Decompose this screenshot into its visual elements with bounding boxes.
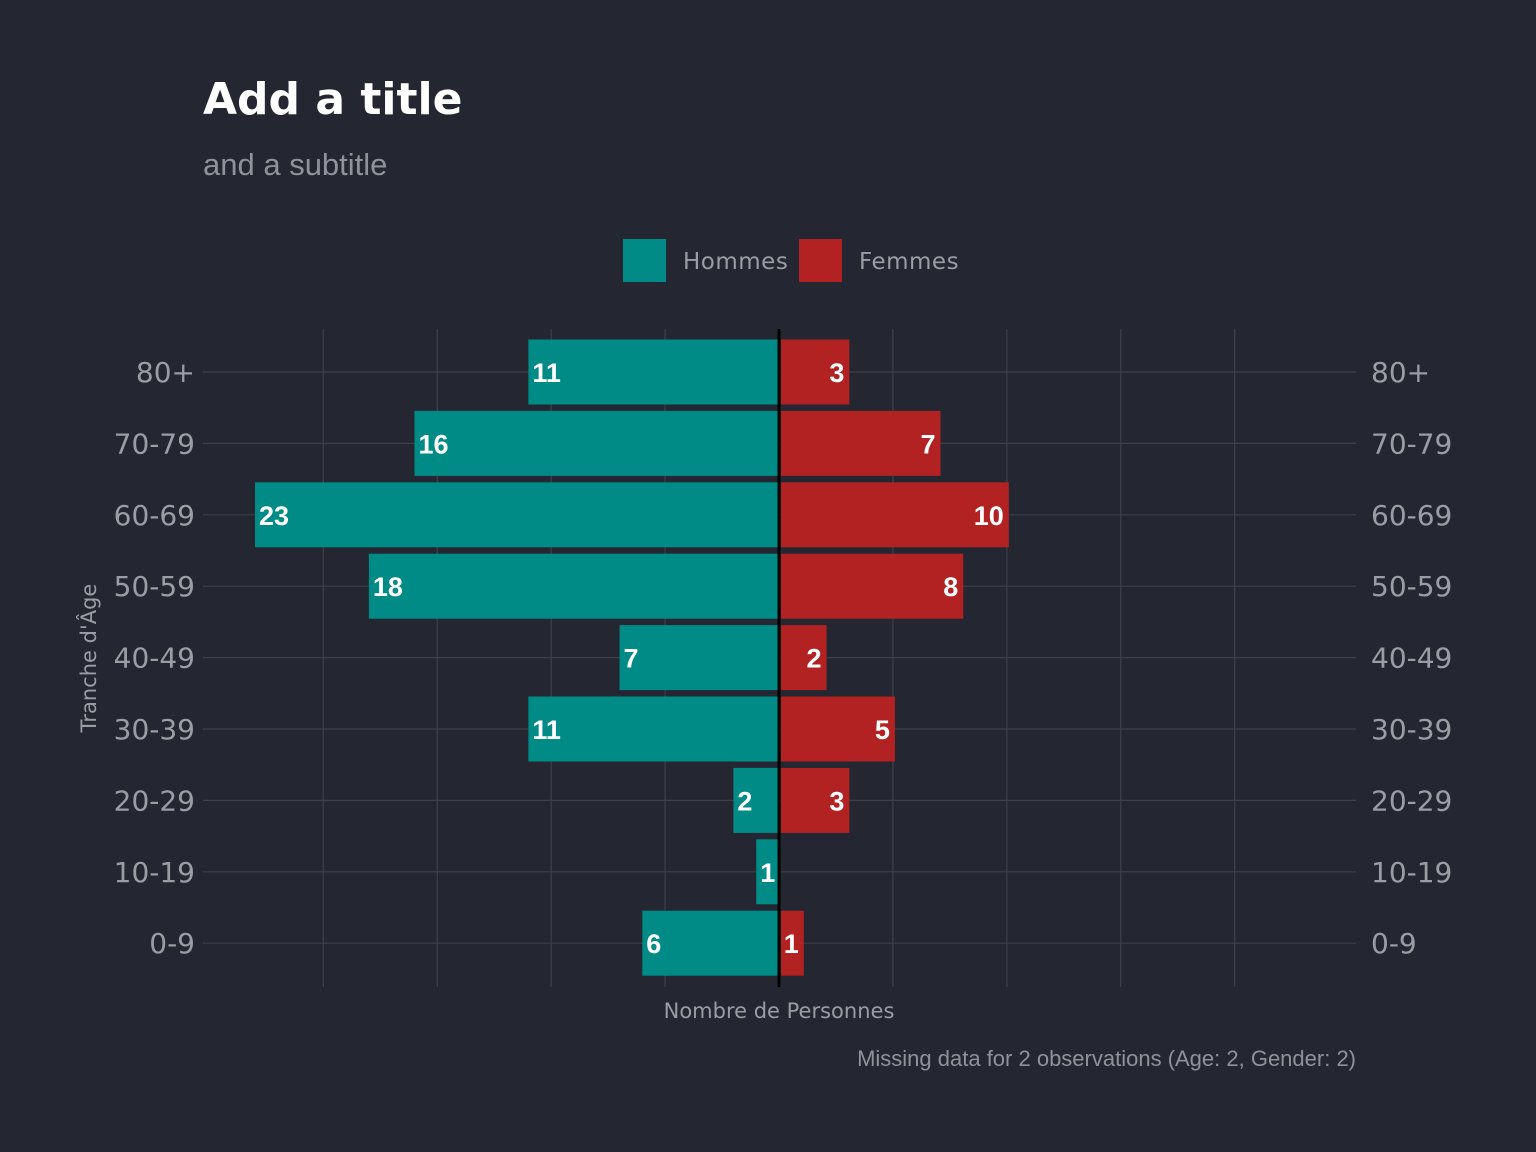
data-label-hommes: 2 [737, 786, 752, 816]
y-tick-label-right: 10-19 [1371, 856, 1452, 889]
legend-label-hommes: Hommes [683, 249, 788, 275]
bar-femmes [781, 482, 1009, 548]
x-axis-title: Nombre de Personnes [664, 999, 895, 1023]
y-tick-label-left: 10-19 [114, 856, 195, 889]
legend-swatch-femmes [799, 239, 842, 282]
bar-femmes [781, 625, 827, 691]
data-label-femmes: 5 [875, 715, 890, 745]
y-tick-label-right: 40-49 [1371, 642, 1452, 675]
y-tick-label-left: 70-79 [114, 427, 195, 460]
bar-hommes [368, 553, 779, 619]
data-label-hommes: 11 [532, 358, 561, 388]
bar-hommes [528, 339, 779, 405]
y-tick-label-right: 70-79 [1371, 427, 1452, 460]
bar-femmes [781, 410, 941, 476]
y-tick-label-left: 20-29 [114, 784, 195, 817]
y-tick-label-right: 50-59 [1371, 570, 1452, 603]
y-tick-label-right: 0-9 [1371, 927, 1417, 960]
chart-title: Add a title [203, 74, 462, 125]
data-label-femmes: 10 [974, 501, 1004, 531]
bar-hommes [733, 767, 779, 833]
legend-swatch-hommes [623, 239, 666, 282]
bar-hommes [756, 839, 779, 905]
data-label-femmes: 3 [829, 358, 844, 388]
data-label-hommes: 18 [373, 572, 403, 602]
data-label-hommes: 11 [532, 715, 561, 745]
bar-hommes [255, 482, 779, 548]
bar-femmes [781, 553, 964, 619]
data-label-femmes: 1 [784, 929, 799, 959]
data-label-femmes: 3 [829, 786, 844, 816]
y-tick-label-right: 80+ [1371, 356, 1430, 389]
bar-femmes [781, 767, 850, 833]
data-label-hommes: 7 [624, 644, 639, 674]
y-tick-label-left: 30-39 [114, 713, 195, 746]
bar-hommes [414, 410, 779, 476]
data-label-femmes: 7 [920, 429, 935, 459]
bar-hommes [642, 910, 779, 976]
bar-femmes [781, 339, 850, 405]
bars [255, 339, 1009, 976]
bar-hommes [619, 625, 779, 691]
y-tick-label-right: 20-29 [1371, 784, 1452, 817]
data-label-hommes: 1 [760, 858, 775, 888]
data-label-femmes: 2 [807, 644, 822, 674]
y-tick-label-left: 40-49 [114, 642, 195, 675]
data-label-hommes: 23 [259, 501, 289, 531]
data-label-femmes: 8 [943, 572, 958, 602]
bar-femmes [781, 910, 804, 976]
data-label-hommes: 16 [418, 429, 448, 459]
y-tick-label-left: 80+ [136, 356, 195, 389]
y-tick-label-left: 0-9 [149, 927, 195, 960]
legend: Hommes Femmes [623, 239, 959, 282]
y-tick-label-left: 60-69 [114, 499, 195, 532]
chart-caption: Missing data for 2 observations (Age: 2,… [857, 1046, 1356, 1071]
bar-femmes [781, 696, 895, 762]
chart-subtitle: and a subtitle [203, 147, 387, 182]
y-axis-tick-labels: 80+ 80+ 70-79 70-79 60-69 60-69 50-59 50-59 40-4… [114, 356, 1453, 960]
y-axis-title: Tranche d'Âge [76, 584, 101, 734]
y-tick-label-left: 50-59 [114, 570, 195, 603]
data-label-hommes: 6 [646, 929, 661, 959]
legend-label-femmes: Femmes [859, 249, 959, 275]
bar-hommes [528, 696, 779, 762]
y-tick-label-right: 30-39 [1371, 713, 1452, 746]
y-tick-label-right: 60-69 [1371, 499, 1452, 532]
